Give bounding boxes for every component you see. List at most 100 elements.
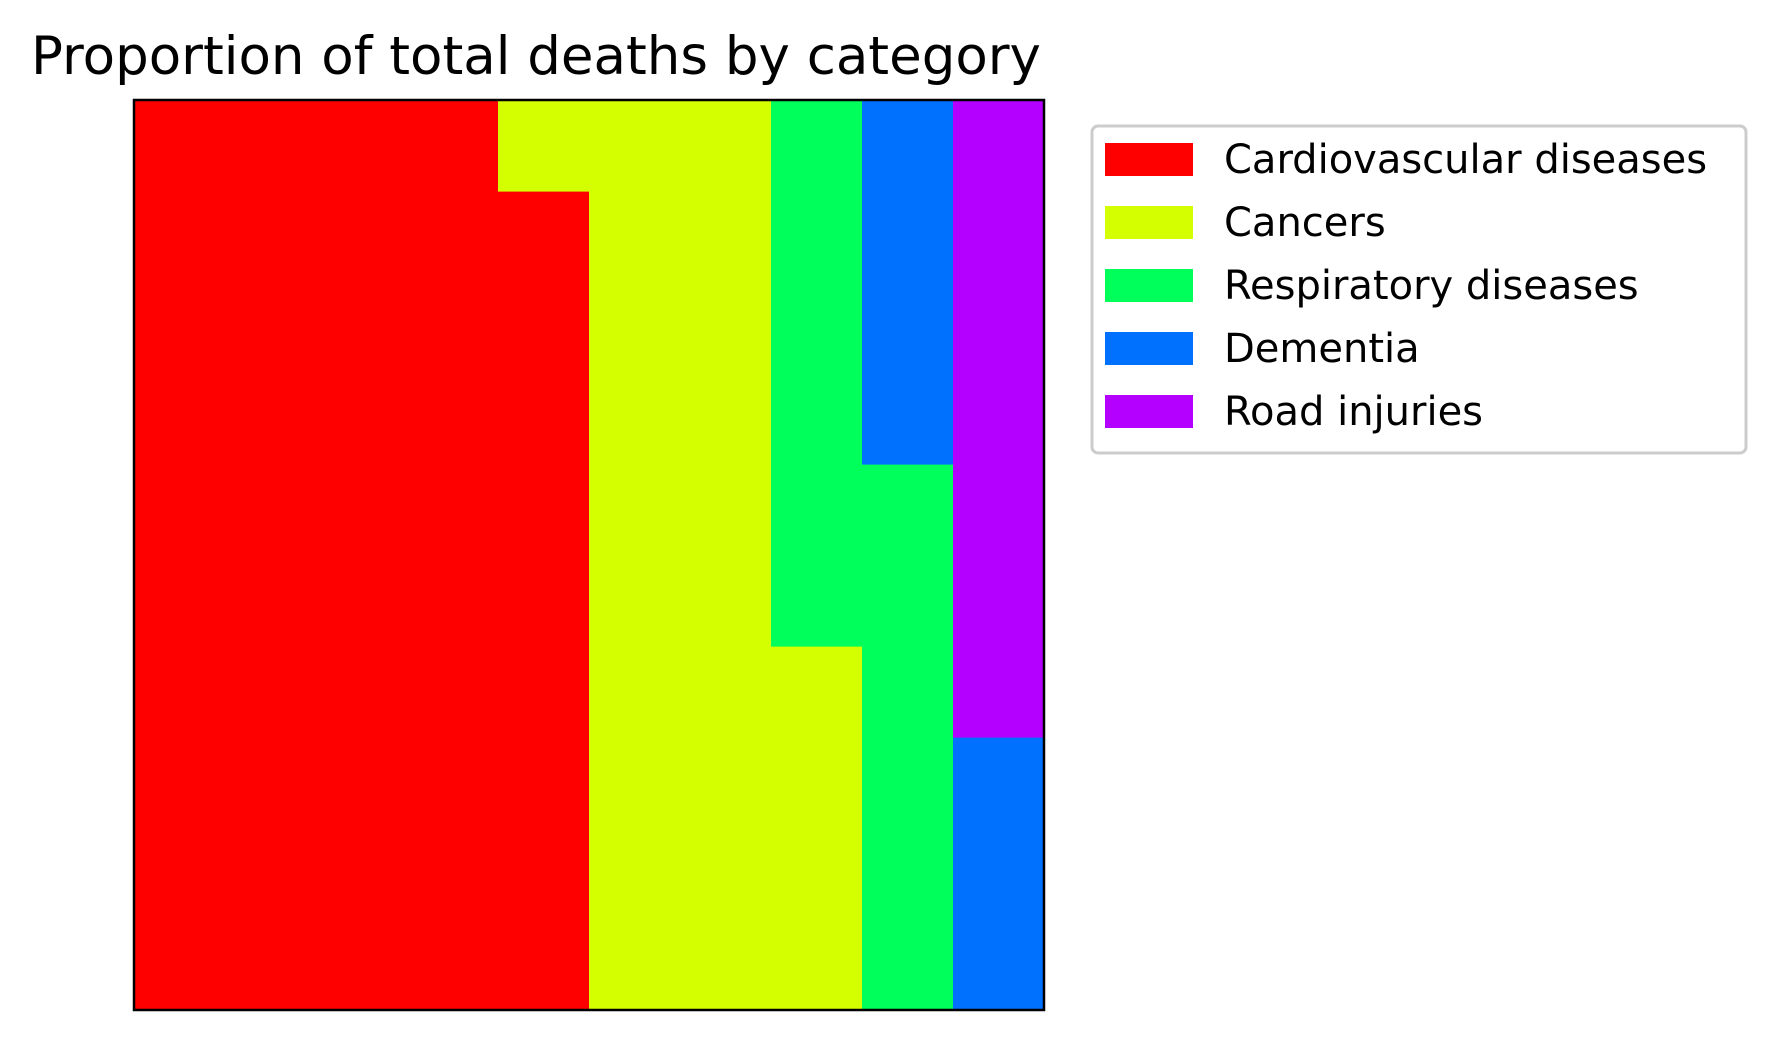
waffle-cell [862,191,954,283]
waffle-cell [771,555,863,647]
waffle-cell [771,464,863,556]
waffle-cell [225,828,317,920]
waffle-cell [862,646,954,738]
waffle-cell [862,828,954,920]
waffle-cell [953,373,1045,465]
waffle-cell [680,191,772,283]
waffle-cell [771,373,863,465]
waffle-cell [953,464,1045,556]
waffle-cell [407,191,499,283]
waffle-cell [225,282,317,374]
waffle-cell [589,737,681,829]
waffle-cell [953,191,1045,283]
waffle-cell [589,191,681,283]
waffle-cell [225,646,317,738]
waffle-cell [498,555,590,647]
waffle-cell [771,737,863,829]
waffle-cell [680,373,772,465]
legend-box [1090,124,1748,455]
waffle-cell [134,282,226,374]
legend-swatch [1105,143,1193,176]
waffle-cell [498,282,590,374]
waffle-cell [589,282,681,374]
waffle-cell [862,555,954,647]
waffle-cell [225,464,317,556]
waffle-cell [589,100,681,192]
waffle-cell [225,100,317,192]
waffle-cell [862,282,954,374]
waffle-cell [134,191,226,283]
waffle-cell [316,373,408,465]
waffle-cell [498,373,590,465]
waffle-cell [680,646,772,738]
waffle-cell [498,828,590,920]
waffle-cell [498,464,590,556]
waffle-cell [316,919,408,1011]
waffle-cell [680,555,772,647]
legend-swatch [1105,332,1193,365]
waffle-cell [134,555,226,647]
waffle-cell [316,100,408,192]
legend-label: Dementia [1224,326,1420,372]
waffle-cell [680,282,772,374]
waffle-cell [862,737,954,829]
waffle-cell [225,737,317,829]
waffle-cell [771,100,863,192]
waffle-cell [771,828,863,920]
waffle-cell [680,919,772,1011]
waffle-cell [953,737,1045,829]
legend-swatch [1105,395,1193,428]
waffle-cell [680,100,772,192]
waffle-cell [407,737,499,829]
waffle-cell [225,555,317,647]
waffle-cell [407,464,499,556]
waffle-cell [953,828,1045,920]
waffle-cell [953,282,1045,374]
waffle-cell [225,373,317,465]
waffle-cell [680,737,772,829]
waffle-cell [407,100,499,192]
waffle-cell [316,828,408,920]
waffle-cell [134,919,226,1011]
chart-title: Proportion of total deaths by category [31,26,1041,87]
legend-label: Respiratory diseases [1224,263,1639,309]
waffle-cell [498,191,590,283]
waffle-cell [225,191,317,283]
waffle-cell [589,555,681,647]
waffle-cell [134,737,226,829]
waffle-cell [407,646,499,738]
waffle-cell [680,464,772,556]
waffle-cell [407,919,499,1011]
waffle-cell [316,646,408,738]
legend-swatch [1105,206,1193,239]
waffle-cell [862,919,954,1011]
legend-label: Cancers [1224,200,1386,246]
waffle-cell [498,100,590,192]
waffle-cell [316,555,408,647]
waffle-cell [134,828,226,920]
waffle-cell [953,919,1045,1011]
waffle-cell [498,919,590,1011]
waffle-cell [862,100,954,192]
legend-swatch [1105,269,1193,302]
waffle-cell [953,555,1045,647]
waffle-cell [498,737,590,829]
waffle-cell [407,828,499,920]
waffle-cell [862,373,954,465]
waffle-cell [589,373,681,465]
waffle-cell [862,464,954,556]
waffle-cell [771,646,863,738]
legend-label: Cardiovascular diseases [1224,137,1707,183]
waffle-cell [134,100,226,192]
waffle-cell [316,737,408,829]
waffle-cell [771,191,863,283]
waffle-cell [407,555,499,647]
waffle-cell [498,646,590,738]
waffle-cell [134,646,226,738]
waffle-cell [316,282,408,374]
waffle-cell [589,464,681,556]
waffle-cell [407,373,499,465]
waffle-cell [589,828,681,920]
waffle-cell [771,919,863,1011]
